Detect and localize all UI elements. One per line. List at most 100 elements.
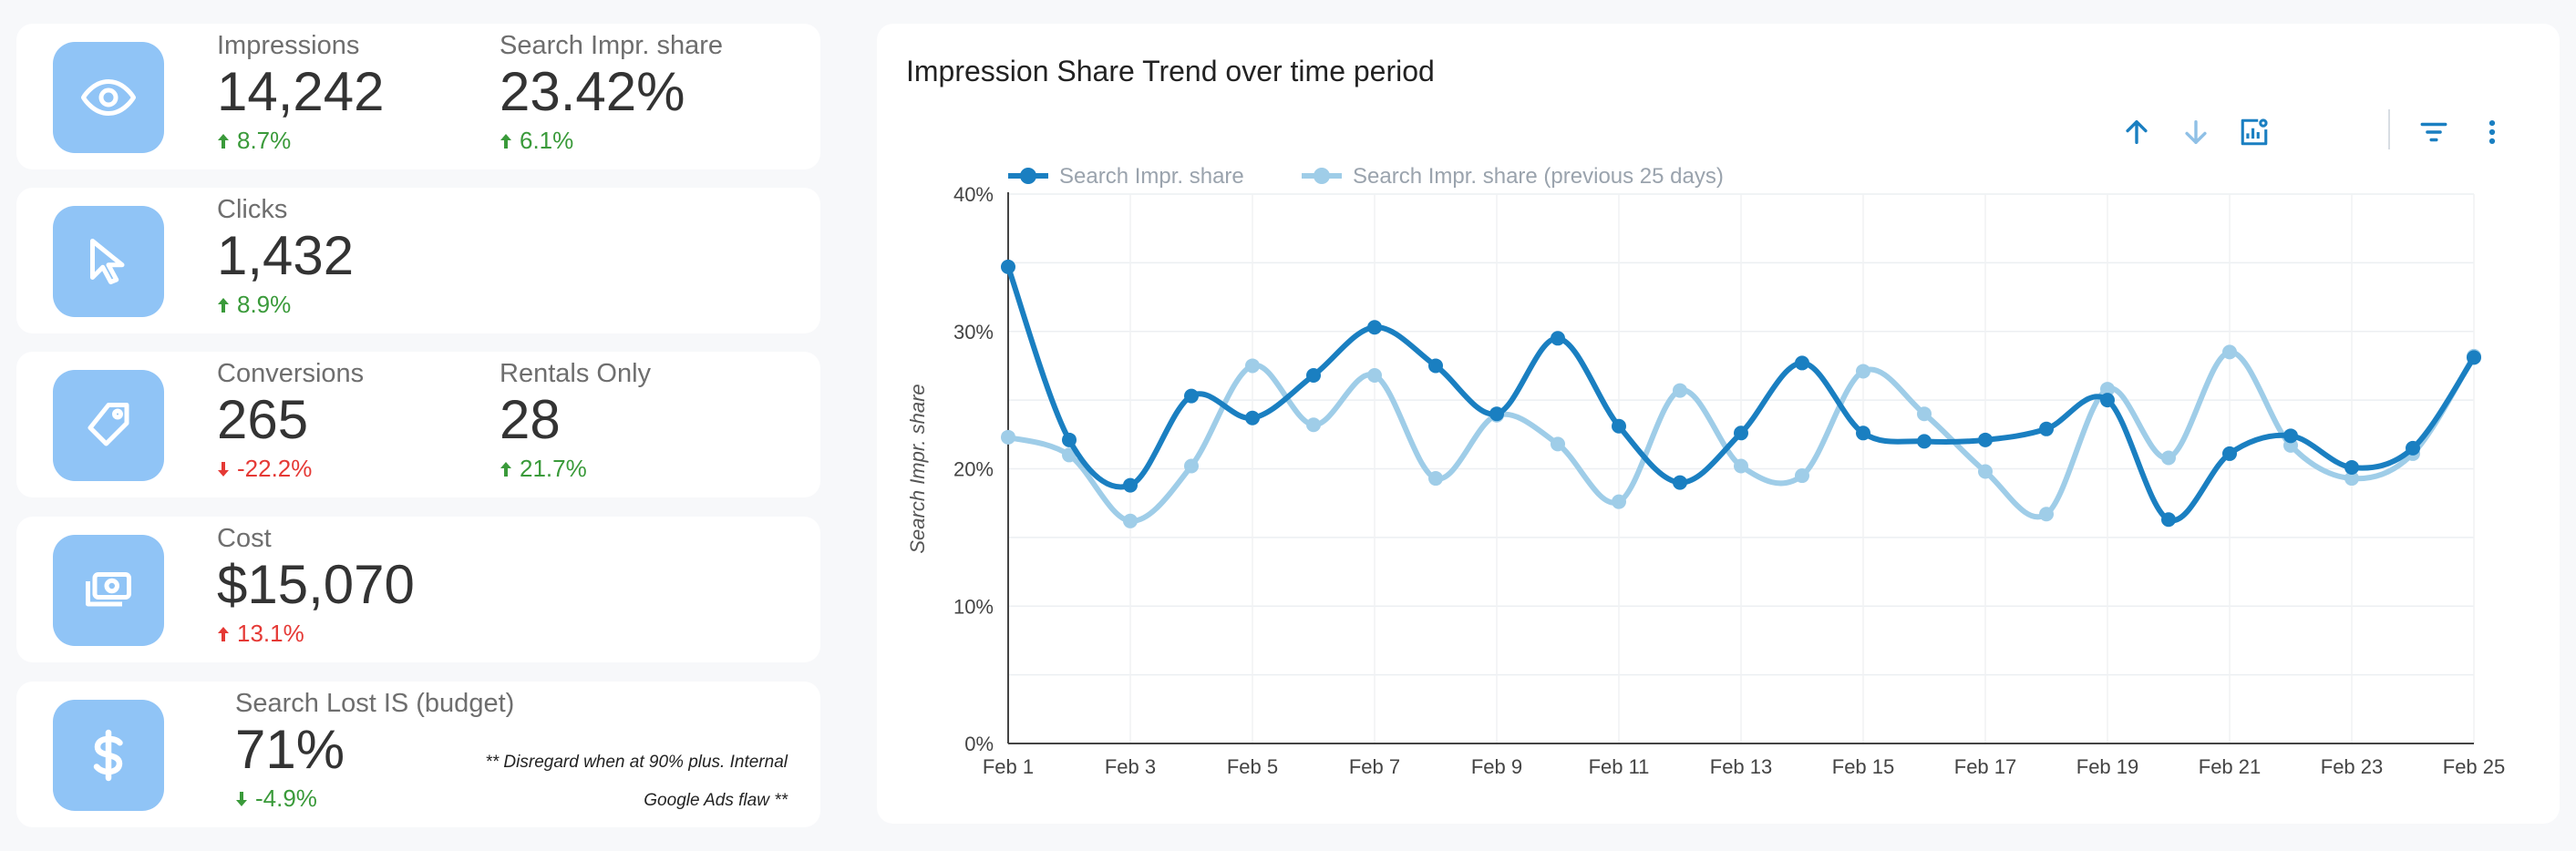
data-point[interactable] xyxy=(1123,513,1138,528)
dollar-icon xyxy=(93,729,123,782)
metric-value: 71% xyxy=(235,719,345,780)
eye-icon-tile xyxy=(53,42,164,153)
x-tick-label: Feb 19 xyxy=(2076,755,2139,778)
data-point[interactable] xyxy=(1123,477,1138,493)
tag-icon xyxy=(88,403,129,446)
disclaimer-note: ** Disregard when at 90% plus. Internal … xyxy=(405,743,788,820)
tag-icon-tile xyxy=(53,370,164,481)
data-point[interactable] xyxy=(1978,432,1993,447)
data-point[interactable] xyxy=(1428,471,1443,487)
metric-delta: -4.9% xyxy=(235,784,514,813)
data-point[interactable] xyxy=(2039,421,2054,436)
sort-ascending-button[interactable] xyxy=(2114,109,2159,155)
metric-delta: -22.2% xyxy=(217,455,364,483)
data-point[interactable] xyxy=(1306,417,1321,433)
chart-settings-icon xyxy=(2241,118,2268,146)
scorecard-search-lost-is: Search Lost IS (budget) 71% -4.9% ** Dis… xyxy=(16,682,820,827)
data-point[interactable] xyxy=(1551,436,1565,452)
data-point[interactable] xyxy=(1673,383,1687,398)
sort-descending-button[interactable] xyxy=(2173,109,2219,155)
data-point[interactable] xyxy=(2467,350,2481,365)
data-point[interactable] xyxy=(1917,434,1932,449)
chart-settings-button[interactable] xyxy=(2231,109,2277,155)
data-point[interactable] xyxy=(2344,459,2359,475)
data-point[interactable] xyxy=(1795,355,1809,371)
data-point[interactable] xyxy=(1856,426,1870,441)
metric-rentals-only: Rentals Only 28 21.7% xyxy=(500,359,651,483)
money-icon xyxy=(86,572,131,607)
y-tick-label: 0% xyxy=(964,733,994,755)
x-tick-label: Feb 11 xyxy=(1589,755,1650,778)
data-point[interactable] xyxy=(2344,471,2359,487)
metric-label: Impressions xyxy=(217,31,360,60)
metric-clicks: Clicks 1,432 8.9% xyxy=(217,195,354,319)
data-point[interactable] xyxy=(2406,440,2420,456)
note-line-2: Google Ads flaw ** xyxy=(644,791,788,810)
metric-delta: 8.9% xyxy=(217,291,354,319)
y-tick-label: 20% xyxy=(953,458,994,481)
data-point[interactable] xyxy=(2222,344,2237,360)
data-point[interactable] xyxy=(1367,320,1382,335)
metric-delta: 6.1% xyxy=(500,127,723,155)
data-point[interactable] xyxy=(2283,428,2298,444)
data-point[interactable] xyxy=(1001,429,1015,445)
y-axis-title: Search Impr. share xyxy=(906,384,929,553)
data-point[interactable] xyxy=(1245,358,1260,374)
data-point[interactable] xyxy=(2100,393,2115,408)
note-line-1: ** Disregard when at 90% plus. Internal xyxy=(485,753,788,772)
data-point[interactable] xyxy=(1795,468,1809,484)
metric-label: Rentals Only xyxy=(500,359,652,388)
arrow-up-icon xyxy=(500,133,511,149)
x-tick-label: Feb 13 xyxy=(1710,755,1773,778)
data-point[interactable] xyxy=(1062,432,1077,447)
legend-item[interactable]: Search Impr. share xyxy=(1008,164,1244,189)
metric-value: 28 xyxy=(500,389,561,450)
scorecard-conversions: Conversions 265 -22.2% Rentals Only 28 2… xyxy=(16,352,820,497)
data-point[interactable] xyxy=(1612,418,1626,434)
chart-panel: Impression Share Trend over time period … xyxy=(877,24,2560,824)
cursor-icon xyxy=(90,239,125,284)
dollar-icon-tile xyxy=(53,700,164,811)
chart-title: Impression Share Trend over time period xyxy=(906,55,1435,87)
metric-impressions: Impressions 14,242 8.7% xyxy=(217,31,385,155)
data-point[interactable] xyxy=(2039,507,2054,522)
arrow-down-icon xyxy=(236,791,247,806)
data-point[interactable] xyxy=(1184,458,1199,474)
metric-label: Search Impr. share xyxy=(500,31,723,60)
series-line xyxy=(1005,263,2477,524)
data-point[interactable] xyxy=(2222,446,2237,461)
metric-delta: 8.7% xyxy=(217,127,385,155)
cursor-icon-tile xyxy=(53,206,164,317)
x-tick-label: Feb 21 xyxy=(2199,755,2262,778)
legend-item[interactable]: Search Impr. share (previous 25 days) xyxy=(1302,164,1724,189)
data-point[interactable] xyxy=(1306,367,1321,383)
data-point[interactable] xyxy=(1367,367,1382,383)
data-point[interactable] xyxy=(1917,406,1932,422)
data-point[interactable] xyxy=(1184,388,1199,404)
data-point[interactable] xyxy=(1734,426,1748,441)
scorecard-cost: Cost $15,070 13.1% xyxy=(16,517,820,662)
data-point[interactable] xyxy=(1489,406,1504,422)
x-tick-label: Feb 25 xyxy=(2443,755,2506,778)
data-point[interactable] xyxy=(1612,494,1626,509)
data-point[interactable] xyxy=(1673,475,1687,490)
filter-button[interactable] xyxy=(2411,109,2457,155)
data-point[interactable] xyxy=(1734,458,1748,474)
x-tick-label: Feb 3 xyxy=(1105,755,1156,778)
metric-value: 1,432 xyxy=(217,225,355,286)
data-point[interactable] xyxy=(2161,512,2176,528)
data-point[interactable] xyxy=(1856,364,1870,379)
metric-value: $15,070 xyxy=(217,554,415,615)
data-point[interactable] xyxy=(1001,259,1015,274)
series-current xyxy=(1001,259,2481,528)
more-options-button[interactable] xyxy=(2469,109,2515,155)
data-point[interactable] xyxy=(2100,382,2115,397)
data-point[interactable] xyxy=(2161,450,2176,466)
data-point[interactable] xyxy=(1245,410,1260,426)
x-tick-label: Feb 17 xyxy=(1954,755,2017,778)
data-point[interactable] xyxy=(1978,464,1993,479)
arrow-up-icon xyxy=(500,461,511,477)
data-point[interactable] xyxy=(1551,331,1565,346)
data-point[interactable] xyxy=(1428,358,1443,374)
metric-search-lost-is: Search Lost IS (budget) 71% -4.9% xyxy=(235,689,514,813)
